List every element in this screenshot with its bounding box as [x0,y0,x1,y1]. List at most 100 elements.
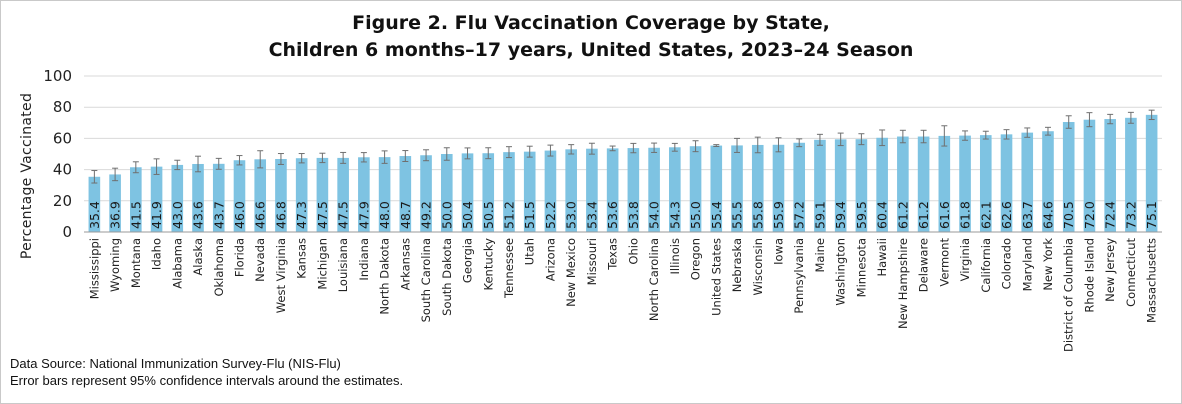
x-tick-label: Illinois [668,238,682,275]
bar [751,144,764,232]
bar [420,155,432,232]
data-label: 35.4 [87,201,102,229]
bar [399,156,412,232]
x-tick-label: District of Columbia [1062,238,1076,352]
bar [772,144,785,232]
x-tick-label: Pennsylvania [792,238,806,314]
bar [606,148,619,232]
bar [1062,122,1075,232]
data-label: 72.0 [1082,201,1097,229]
footnotes: Data Source: National Immunization Surve… [10,355,403,389]
x-tick-label: Idaho [150,238,164,270]
x-tick-label: South Dakota [440,238,454,316]
data-label: 53.4 [584,201,599,229]
bar [627,148,640,232]
chart-title-line-1: Figure 2. Flu Vaccination Coverage by St… [352,12,830,34]
bar [669,147,681,232]
x-tick-label: New York [1041,238,1055,291]
data-label: 62.1 [978,201,993,229]
data-label: 50.5 [481,201,496,229]
bar [378,157,391,232]
x-tick-label: Wyoming [108,238,122,292]
bar [897,136,909,232]
x-tick-label: Indiana [357,238,371,281]
data-label: 41.9 [149,201,164,229]
data-label: 55.5 [730,201,745,229]
value-labels: 35.4 36.9 41.5 41.9 43.0 43.6 43.7 46.0 46.6 46.8… [87,201,1159,229]
bar [648,147,660,232]
x-tick-label: Louisiana [336,238,350,292]
x-tick-label: Washington [834,238,848,306]
data-label: 43.7 [211,201,226,229]
x-tick-label: Rhode Island [1082,238,1096,313]
data-label: 59.5 [854,201,869,229]
data-label: 50.0 [439,201,454,229]
x-tick-label: Maine [813,238,827,273]
data-label: 47.5 [336,201,351,229]
y-tick-label: 0 [62,223,72,241]
data-label: 52.2 [543,201,558,229]
data-label: 75.1 [1144,201,1159,229]
data-label: 63.7 [1020,201,1035,229]
x-tick-label: West Virginia [274,238,288,313]
x-tick-label: Alabama [170,238,184,289]
data-label: 70.5 [1061,201,1076,229]
bar [1145,114,1158,232]
data-label: 55.0 [688,201,703,229]
x-tick-label: Florida [232,238,246,277]
x-tick-label: Texas [606,238,620,271]
x-tick-label: Oregon [689,238,703,280]
bar [88,176,101,232]
data-label: 53.0 [564,201,579,229]
chart-title: Figure 2. Flu Vaccination Coverage by St… [0,10,1182,64]
bar [1104,119,1116,232]
x-tick-label: Georgia [461,238,475,283]
x-tick-label: Hawaii [875,238,889,277]
data-label: 55.4 [709,201,724,229]
data-label: 57.2 [792,201,807,229]
bar [482,153,495,232]
bar [834,139,847,232]
data-label: 61.8 [958,201,973,229]
x-tick-label: Colorado [1000,238,1014,289]
bar [440,154,453,232]
data-label: 46.0 [232,201,247,229]
y-axis-ticks: 0 20 40 60 80 100 [43,67,72,241]
x-tick-label: Virginia [958,238,972,281]
x-tick-label: Iowa [771,238,785,265]
x-tick-label: Massachusetts [1145,238,1159,323]
data-label: 41.5 [128,201,143,229]
data-label: 47.5 [315,201,330,229]
bar [793,142,806,232]
data-label: 53.8 [626,201,641,229]
bar [295,158,308,232]
bar [1125,117,1137,232]
data-label: 53.6 [605,201,620,229]
x-tick-label: Maryland [1020,238,1034,291]
x-tick-label: Tennessee [502,238,516,299]
y-tick-label: 100 [43,67,72,85]
x-tick-label: Utah [523,238,537,265]
data-label: 48.0 [377,201,392,229]
bar [337,157,349,232]
y-axis-title: Percentage Vaccinated [19,93,35,259]
bar [1042,131,1054,232]
x-tick-label: New Hampshire [896,238,910,329]
bar [1000,134,1013,232]
data-source-note: Data Source: National Immunization Surve… [10,356,341,371]
bar [233,160,246,232]
bar [503,152,515,232]
data-label: 51.2 [501,201,516,229]
bar [275,158,287,232]
bar [150,166,163,232]
data-label: 55.8 [750,201,765,229]
x-tick-label: North Carolina [647,238,661,321]
data-label: 60.4 [875,201,890,229]
x-tick-label: North Dakota [378,238,392,315]
data-label: 55.9 [771,201,786,229]
bar [731,145,743,232]
data-label: 43.6 [191,201,206,229]
x-tick-label: Connecticut [1124,238,1138,307]
bar [959,135,971,232]
